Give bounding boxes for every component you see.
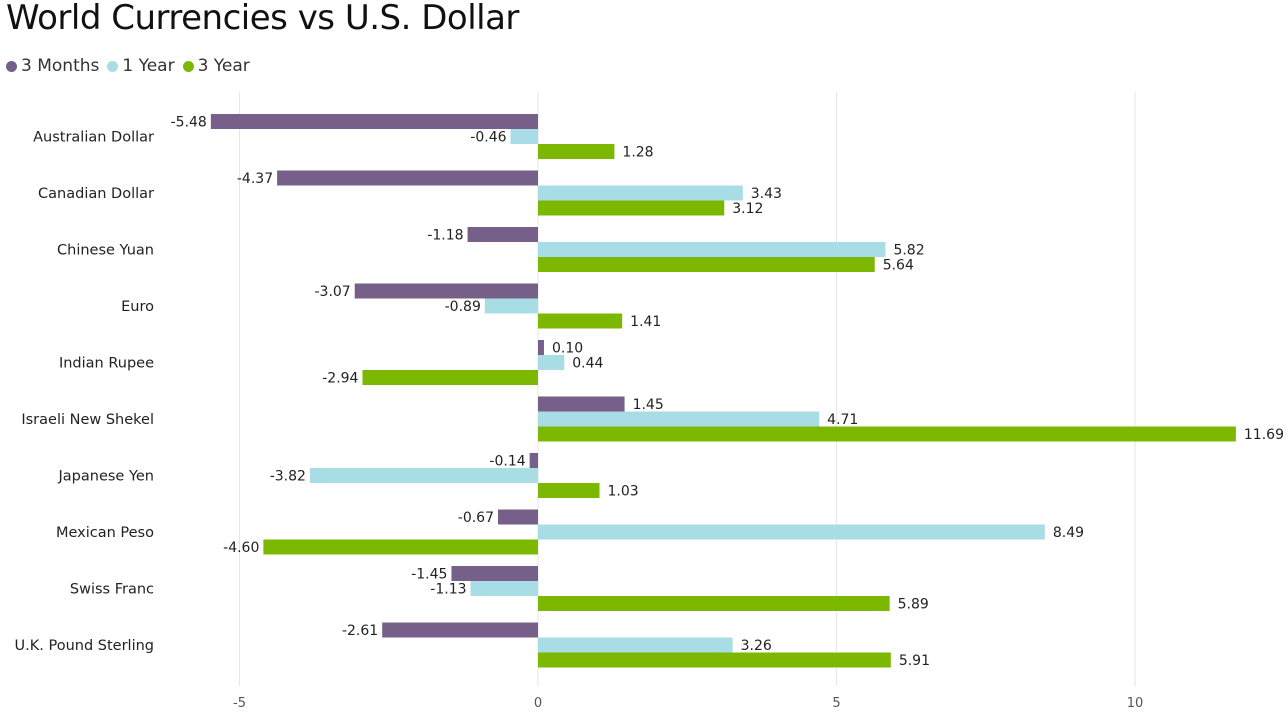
bar[interactable]	[538, 637, 733, 653]
x-tick-label: 5	[832, 696, 840, 711]
bar[interactable]	[467, 227, 538, 242]
data-label: -0.46	[470, 130, 506, 146]
x-axis: -5 0 5 10	[233, 696, 1143, 711]
legend-item-3-year[interactable]: 3 Year	[182, 56, 250, 76]
bar[interactable]	[470, 581, 538, 596]
data-label: 5.89	[898, 597, 929, 613]
bar[interactable]	[538, 340, 544, 355]
bar[interactable]	[484, 298, 538, 314]
category-label: Mexican Peso	[56, 525, 154, 541]
data-label: -1.45	[411, 567, 447, 583]
data-label: 1.41	[630, 314, 661, 330]
category-label: Canadian Dollar	[38, 186, 154, 202]
data-label: 5.82	[893, 243, 924, 259]
bar[interactable]	[538, 483, 600, 498]
x-tick-label: -5	[233, 696, 246, 711]
bar[interactable]	[538, 596, 890, 611]
data-label: 11.69	[1244, 427, 1284, 443]
data-label: 4.71	[827, 412, 858, 428]
chart-title: World Currencies vs U.S. Dollar	[6, 0, 519, 38]
data-label: 3.26	[741, 638, 772, 654]
legend-swatch-3-year	[182, 60, 194, 72]
bar[interactable]	[538, 313, 623, 329]
data-label: 1.28	[622, 145, 653, 161]
bar[interactable]	[309, 468, 538, 483]
bar[interactable]	[538, 652, 891, 668]
y-axis: Australian Dollar Canadian Dollar Chinese …	[15, 130, 155, 655]
category-label: Israeli New Shekel	[21, 412, 154, 428]
data-label: -0.89	[445, 299, 481, 315]
bar[interactable]	[538, 396, 625, 412]
x-tick-label: 0	[534, 696, 542, 711]
bar[interactable]	[538, 144, 615, 159]
bar[interactable]	[538, 200, 725, 216]
data-label: 5.91	[899, 653, 930, 669]
bar[interactable]	[354, 283, 538, 299]
data-label: -1.13	[430, 582, 466, 598]
category-label: Indian Rupee	[59, 356, 154, 372]
data-label: -0.67	[458, 510, 494, 526]
data-label: -5.48	[171, 115, 207, 131]
bar[interactable]	[498, 509, 538, 525]
bar[interactable]	[362, 370, 538, 385]
bar[interactable]	[538, 355, 565, 370]
category-label: Japanese Yen	[58, 469, 155, 485]
data-label: -3.82	[270, 469, 306, 485]
bar[interactable]	[382, 622, 538, 638]
bar[interactable]	[538, 426, 1236, 442]
legend-item-3-months[interactable]: 3 Months	[6, 56, 99, 76]
bar[interactable]	[538, 524, 1045, 540]
legend-swatch-1-year	[107, 60, 119, 72]
data-label: -2.94	[322, 371, 358, 387]
legend-swatch-3-months	[6, 60, 17, 72]
bar[interactable]	[538, 411, 820, 427]
legend-item-1-year[interactable]: 1 Year	[107, 56, 175, 76]
bar[interactable]	[210, 114, 538, 129]
bar[interactable]	[451, 566, 538, 581]
bars	[210, 114, 1236, 668]
category-label: Swiss Franc	[70, 582, 154, 598]
data-label: 3.12	[732, 201, 763, 217]
data-label: -1.18	[427, 228, 463, 244]
category-label: U.K. Pound Sterling	[15, 638, 154, 654]
legend-label-3-months: 3 Months	[21, 56, 100, 76]
data-label: -4.37	[237, 171, 273, 187]
bar[interactable]	[277, 170, 538, 186]
bar[interactable]	[263, 539, 538, 555]
data-label: -3.07	[314, 284, 350, 300]
category-label: Euro	[121, 299, 154, 315]
data-label: 1.03	[607, 484, 638, 500]
category-label: Chinese Yuan	[57, 243, 154, 259]
data-label: -2.61	[342, 623, 378, 639]
data-labels: -5.48 -0.46 1.28 -4.37 3.433.12 -1.18 5.825.64…	[171, 115, 1284, 670]
legend-label-1-year: 1 Year	[122, 56, 175, 76]
data-label: -4.60	[223, 540, 259, 556]
x-tick-label: 10	[1127, 696, 1144, 711]
bar[interactable]	[538, 242, 886, 257]
bar[interactable]	[510, 129, 538, 144]
legend-label-3-year: 3 Year	[197, 56, 250, 76]
data-label: 3.43	[751, 186, 782, 202]
data-label: 0.10	[552, 341, 583, 357]
bar[interactable]	[538, 185, 743, 201]
bar[interactable]	[538, 257, 875, 272]
legend: 3 Months 1 Year 3 Year	[6, 56, 258, 76]
data-label: -0.14	[489, 454, 525, 470]
data-label: 1.45	[633, 397, 664, 413]
category-label: Australian Dollar	[33, 130, 154, 146]
data-label: 0.44	[572, 356, 603, 372]
data-label: 8.49	[1053, 525, 1084, 541]
bar[interactable]	[529, 453, 538, 468]
data-label: 5.64	[883, 258, 914, 274]
